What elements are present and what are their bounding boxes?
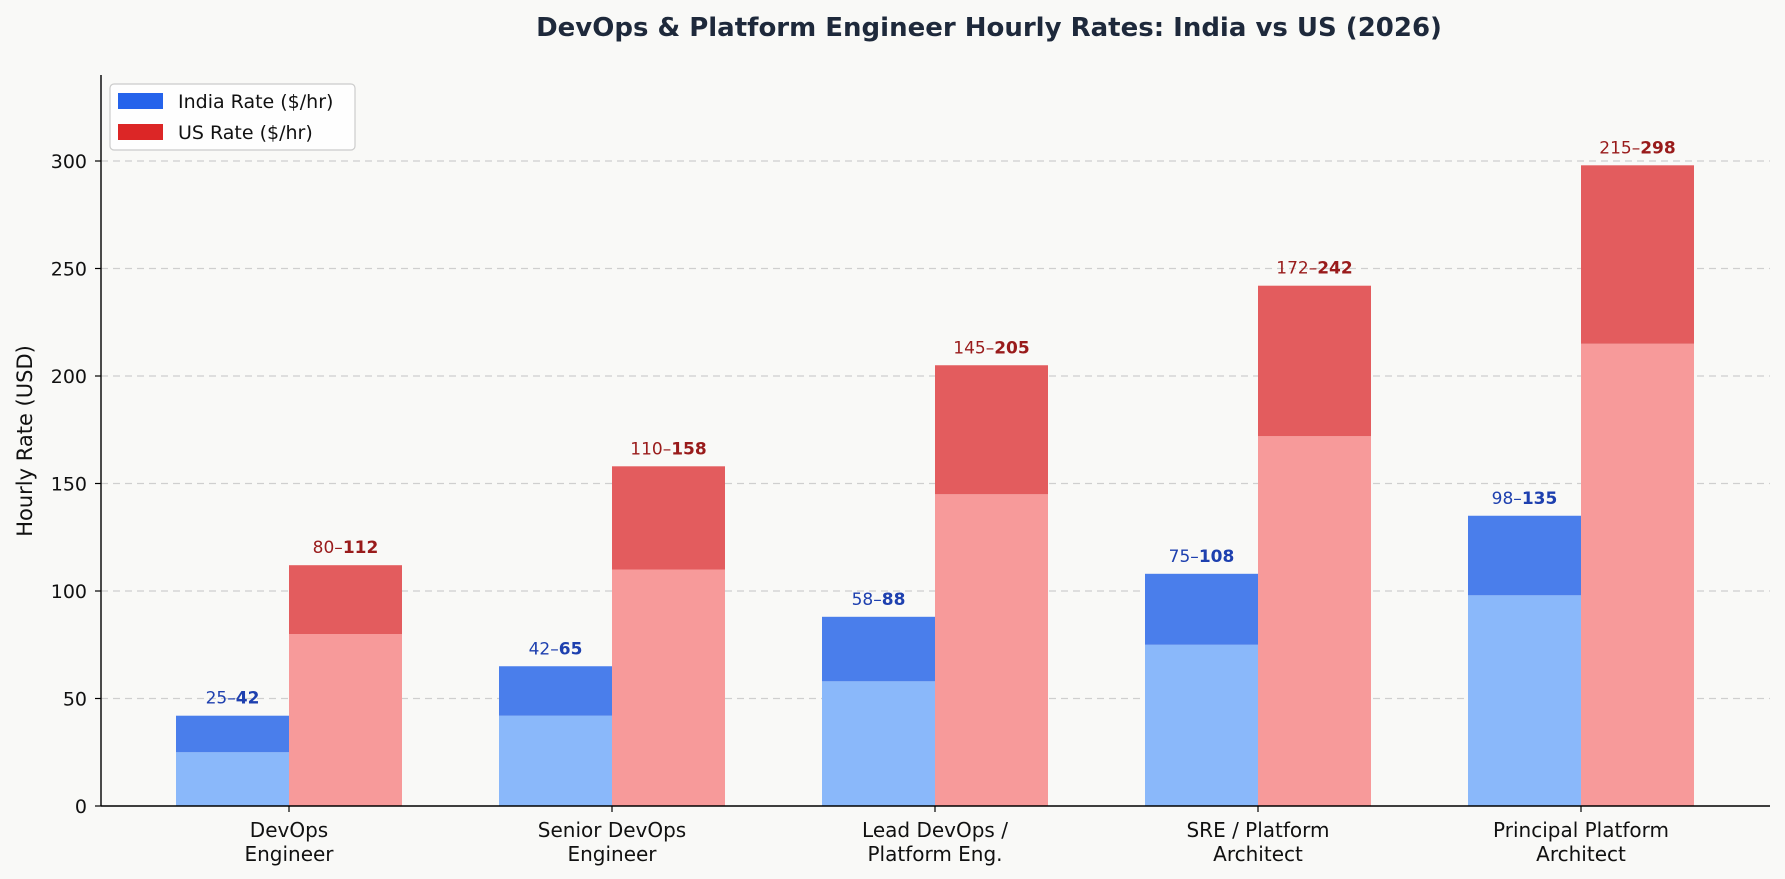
bar-us-2-high: [935, 365, 1048, 495]
value-label-india-4: 98–135: [1492, 489, 1558, 509]
value-label-us-3: 172–242: [1276, 259, 1352, 279]
bar-us-1-high: [612, 466, 725, 570]
x-tick-label-4-line-1: Architect: [1536, 842, 1626, 866]
x-tick-label-1-line-1: Engineer: [567, 842, 657, 866]
chart-title: DevOps & Platform Engineer Hourly Rates:…: [536, 13, 1442, 43]
bar-us-3-low: [1258, 436, 1371, 806]
y-axis-title: Hourly Rate (USD): [13, 345, 37, 537]
legend-swatch-india: [118, 93, 163, 109]
x-tick-label-3-line-0: SRE / Platform: [1186, 818, 1329, 842]
y-tick-label-100: 100: [51, 581, 87, 603]
bar-india-4-low: [1468, 595, 1581, 806]
y-tick-label-300: 300: [51, 151, 87, 173]
x-tick-label-4-line-0: Principal Platform: [1493, 818, 1669, 842]
y-tick-label-150: 150: [51, 474, 87, 496]
x-tick-label-2-line-0: Lead DevOps /: [862, 818, 1008, 842]
legend-swatch-us: [118, 124, 163, 140]
bar-india-1-high: [499, 666, 612, 716]
y-tick-label-50: 50: [63, 689, 87, 711]
bars: [176, 165, 1694, 806]
legend-label-india: India Rate ($/hr): [178, 91, 333, 113]
legend: India Rate ($/hr) US Rate ($/hr): [109, 83, 356, 151]
legend-frame: [109, 83, 356, 151]
bar-india-0-high: [176, 715, 289, 753]
x-tick-label-2-line-1: Platform Eng.: [867, 842, 1002, 866]
bar-india-2-high: [822, 616, 935, 682]
value-label-us-1: 110–158: [630, 439, 706, 459]
x-tick-label-3-line-1: Architect: [1213, 842, 1303, 866]
bar-us-0-high: [289, 565, 402, 634]
legend-label-us: US Rate ($/hr): [178, 122, 313, 144]
x-tick-label-1-line-0: Senior DevOps: [538, 818, 686, 842]
value-label-india-2: 58–88: [852, 590, 906, 610]
bar-india-3-high: [1145, 573, 1258, 645]
bar-us-3-high: [1258, 285, 1371, 437]
bar-india-2-low: [822, 681, 935, 806]
bar-us-4-high: [1581, 165, 1694, 344]
value-labels: 25–42 80–112 42–65 110–158 58–88 145–205 75–10…: [206, 138, 1676, 708]
bar-india-1-low: [499, 715, 612, 806]
y-tick-label-200: 200: [51, 366, 87, 388]
bar-india-3-low: [1145, 644, 1258, 806]
value-label-india-0: 25–42: [206, 689, 260, 709]
bar-india-0-low: [176, 752, 289, 806]
value-label-us-2: 145–205: [953, 338, 1029, 358]
bar-us-4-low: [1581, 343, 1694, 806]
value-label-india-1: 42–65: [529, 639, 583, 659]
value-label-us-0: 80–112: [313, 538, 379, 558]
x-tick-label-0-line-0: DevOps: [250, 818, 328, 842]
value-label-india-3: 75–108: [1169, 547, 1235, 567]
x-tick-label-0-line-1: Engineer: [244, 842, 334, 866]
bar-us-0-low: [289, 634, 402, 806]
y-tick-label-250: 250: [51, 259, 87, 281]
value-label-us-4: 215–298: [1599, 138, 1675, 158]
bar-us-1-low: [612, 569, 725, 806]
y-tick-label-0: 0: [75, 796, 87, 818]
bar-us-2-low: [935, 494, 1048, 806]
bar-india-4-high: [1468, 515, 1581, 596]
